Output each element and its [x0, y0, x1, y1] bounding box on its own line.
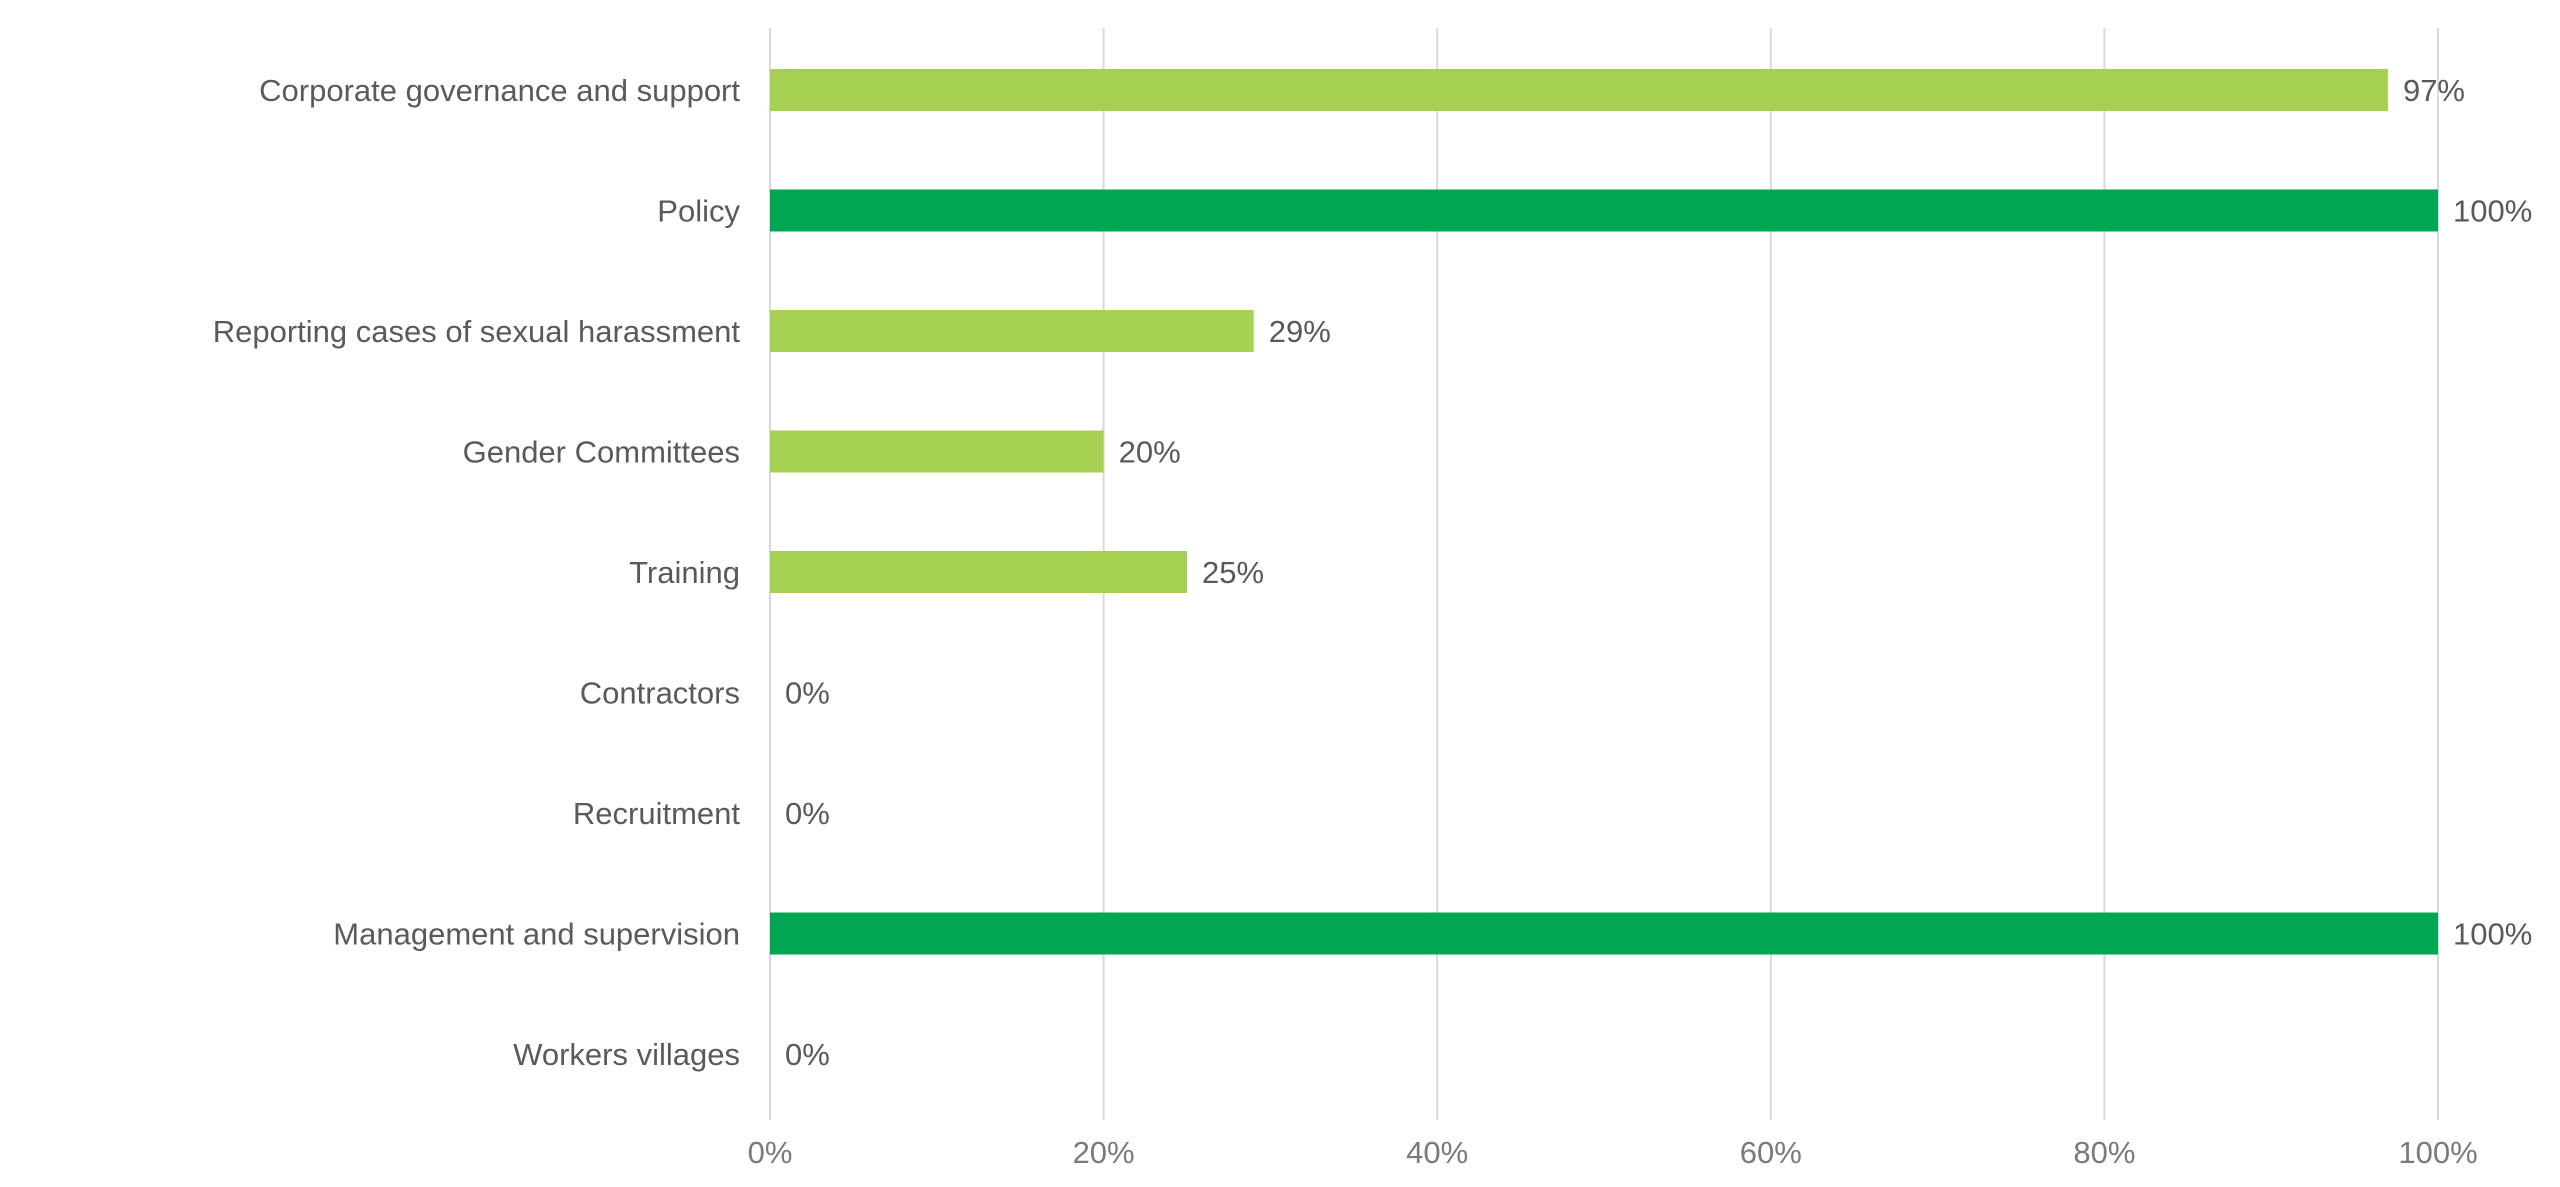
bar	[770, 551, 1187, 593]
data-label: 0%	[785, 796, 830, 831]
bar	[770, 430, 1104, 473]
bar-layer	[770, 69, 2438, 955]
bar	[770, 912, 2438, 955]
data-label: 25%	[1202, 555, 1264, 590]
category-label: Recruitment	[573, 796, 740, 831]
x-tick-label: 80%	[2073, 1135, 2135, 1170]
category-label: Corporate governance and support	[259, 73, 740, 108]
category-label: Policy	[657, 194, 740, 229]
data-label: 0%	[785, 676, 830, 711]
x-tick-label: 100%	[2398, 1135, 2477, 1170]
value-label-layer: 97% 100% 29% 20% 25% 0% 0% 100% 0%	[785, 73, 2532, 1072]
bar	[770, 189, 2438, 232]
category-label-layer: Corporate governance and support Policy Re…	[213, 73, 741, 1072]
x-tick-label: 40%	[1406, 1135, 1468, 1170]
category-label: Training	[629, 555, 740, 590]
x-axis-tick-layer: 0% 20% 40% 60% 80% 100%	[748, 1135, 2478, 1170]
category-label: Contractors	[580, 676, 740, 711]
data-label: 100%	[2453, 194, 2532, 229]
x-tick-label: 20%	[1073, 1135, 1135, 1170]
x-tick-label: 60%	[1740, 1135, 1802, 1170]
data-label: 20%	[1119, 435, 1181, 470]
category-label: Gender Committees	[463, 435, 740, 470]
category-label: Reporting cases of sexual harassment	[213, 314, 741, 349]
data-label: 97%	[2403, 73, 2465, 108]
data-label: 100%	[2453, 917, 2532, 952]
category-label: Management and supervision	[333, 917, 740, 952]
bar	[770, 69, 2388, 111]
data-label: 0%	[785, 1037, 830, 1072]
category-label: Workers villages	[513, 1037, 740, 1072]
bar	[770, 310, 1254, 352]
x-tick-label: 0%	[748, 1135, 793, 1170]
data-label: 29%	[1269, 314, 1331, 349]
